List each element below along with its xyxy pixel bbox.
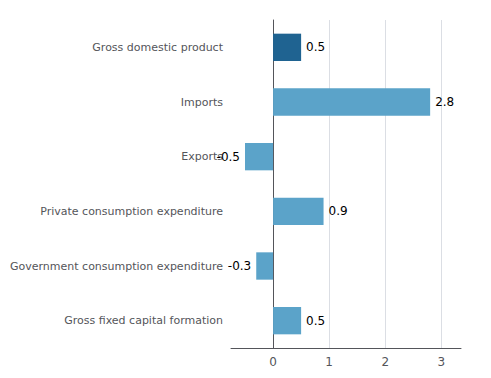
svg-text:2.8: 2.8 — [435, 95, 454, 109]
svg-text:0.5: 0.5 — [306, 40, 325, 54]
svg-text:0: 0 — [269, 355, 277, 369]
svg-text:0.9: 0.9 — [329, 204, 348, 218]
svg-text:Gross domestic product: Gross domestic product — [92, 41, 223, 54]
svg-text:-0.3: -0.3 — [228, 259, 251, 273]
svg-text:0.5: 0.5 — [306, 314, 325, 328]
svg-text:2: 2 — [381, 355, 389, 369]
svg-text:Exports: Exports — [181, 150, 223, 164]
svg-text:-0.5: -0.5 — [217, 150, 240, 164]
svg-text:Government consumption expendi: Government consumption expenditure — [10, 260, 223, 273]
svg-text:Imports: Imports — [181, 96, 224, 109]
svg-text:Private consumption expenditur: Private consumption expenditure — [40, 205, 223, 218]
svg-text:Gross fixed capital formation: Gross fixed capital formation — [64, 314, 223, 327]
svg-text:3: 3 — [438, 355, 446, 369]
svg-text:1: 1 — [325, 355, 333, 369]
